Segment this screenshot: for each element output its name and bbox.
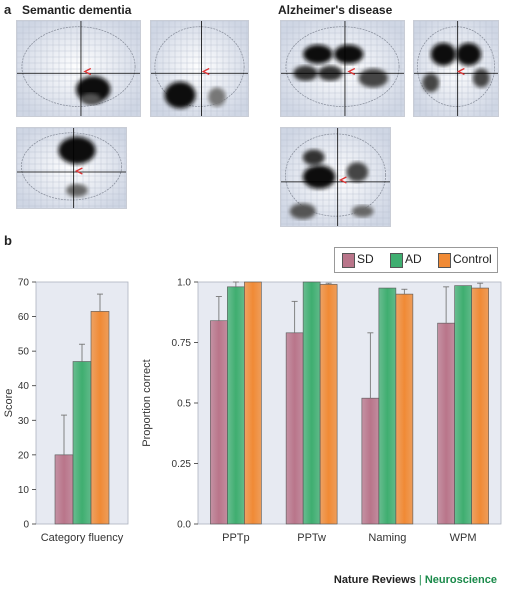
ad-brain-axial-outline xyxy=(284,133,387,217)
ad-brain-axial-activation xyxy=(302,149,325,166)
ad-brain-sagittal xyxy=(280,20,405,117)
ad-brain-axial-activation xyxy=(302,165,336,189)
legend-label-control: Control xyxy=(453,252,492,266)
footer-separator: | xyxy=(418,574,422,586)
chart1-bar-ad xyxy=(72,361,92,525)
ad-brain-axial xyxy=(280,127,391,227)
legend: SD AD Control xyxy=(334,247,498,273)
chart2-bar-ad xyxy=(227,286,245,525)
panel-b-label: b xyxy=(4,233,12,248)
ad-brain-coronal-activation xyxy=(472,68,490,88)
sd-brain-coronal-activation xyxy=(164,81,196,109)
chart2-bar-control xyxy=(319,284,338,525)
ad-brain-axial-activation xyxy=(351,205,374,218)
chart1-bar-sd xyxy=(54,454,74,525)
ad-brain-axial-activation xyxy=(289,203,316,220)
ad-brain-coronal-activation xyxy=(430,42,456,66)
sd-brain-coronal xyxy=(150,20,249,117)
panel-a-label: a xyxy=(4,2,12,17)
ad-brain-coronal-activation xyxy=(422,73,440,93)
chart2-bar-sd xyxy=(437,322,455,525)
chart1-xtick-label: Category fluency xyxy=(41,532,124,544)
chart1-ytick-label: 50 xyxy=(18,347,30,358)
ad-brain-sagittal-activation xyxy=(333,44,364,64)
sd-brain-coronal-outline xyxy=(154,26,245,107)
chart1-ytick-label: 0 xyxy=(23,520,29,531)
chart2-bar-ad xyxy=(378,287,397,525)
chart2-ytick-label: 0.75 xyxy=(172,338,192,349)
ad-brain-sagittal-marker-arrow xyxy=(347,67,356,76)
legend-swatch-ad xyxy=(390,253,403,268)
sd-brain-axial-marker-arrow xyxy=(74,167,83,175)
chart1-ytick-label: 20 xyxy=(18,450,30,461)
chart1-ytick-label: 10 xyxy=(18,485,30,496)
sd-brain-axial-activation xyxy=(58,136,96,164)
sd-brain-axial-activation xyxy=(66,184,88,197)
legend-swatch-control xyxy=(438,253,451,268)
chart-proportion-correct: 0.0 0.25 0.5 0.75 1.0 Proportion correct PPTp P… xyxy=(141,278,502,544)
legend-label-ad: AD xyxy=(405,252,422,266)
sd-title: Semantic dementia xyxy=(22,3,132,17)
chart2-bar-control xyxy=(244,281,262,525)
chart1-ytick-label: 60 xyxy=(18,312,30,323)
chart1-ytick-label: 40 xyxy=(18,381,30,392)
chart2-bar-sd xyxy=(361,397,380,525)
sd-brain-sagittal xyxy=(16,20,141,117)
chart2-bar-ad xyxy=(302,281,321,525)
chart1-bar-control xyxy=(90,311,110,525)
legend-label-sd: SD xyxy=(357,252,374,266)
footer: Nature Reviews | Neuroscience xyxy=(334,574,497,586)
legend-swatch-sd xyxy=(342,253,355,268)
chart2-bar-control xyxy=(395,293,414,525)
chart2-xtick-label: PPTw xyxy=(297,532,326,544)
chart1-ylabel: Score xyxy=(3,389,15,418)
ad-brain-sagittal-activation xyxy=(303,44,333,64)
sd-brain-coronal-activation xyxy=(208,87,226,107)
sd-brain-sagittal-marker-arrow xyxy=(83,67,92,76)
sd-brain-axial xyxy=(16,127,127,209)
ad-brain-sagittal-activation xyxy=(358,68,389,88)
footer-journal: Nature Reviews xyxy=(333,574,416,586)
chart1-ytick-label: 30 xyxy=(18,416,30,427)
chart1-ytick-label: 70 xyxy=(18,278,30,289)
chart2-bar-sd xyxy=(285,332,304,525)
chart2-ytick-label: 1.0 xyxy=(177,278,191,289)
chart2-xtick-label: Naming xyxy=(368,532,406,544)
ad-brain-axial-marker-arrow xyxy=(338,176,347,184)
ad-brain-coronal-marker-arrow xyxy=(456,67,465,76)
sd-brain-sagittal-outline xyxy=(21,26,136,107)
ad-title: Alzheimer's disease xyxy=(278,3,393,17)
footer-section: Neuroscience xyxy=(424,574,497,586)
sd-brain-sagittal-activation xyxy=(80,93,101,105)
sd-brain-axial-outline xyxy=(20,132,123,201)
sd-brain-coronal-marker-arrow xyxy=(201,67,210,76)
chart2-ytick-label: 0.5 xyxy=(177,399,191,410)
chart2-bar-ad xyxy=(454,285,472,525)
chart2-bar-sd xyxy=(210,320,228,525)
chart2-xtick-label: WPM xyxy=(450,532,477,544)
chart2-ytick-label: 0.0 xyxy=(177,520,191,531)
chart2-ylabel: Proportion correct xyxy=(141,359,153,446)
ad-brain-coronal-activation xyxy=(456,42,482,66)
chart-category-fluency: 0 10 20 30 40 50 60 70 Score Category fluency xyxy=(3,278,129,544)
chart2-ytick-label: 0.25 xyxy=(172,459,192,470)
chart2-bar-control xyxy=(471,287,489,525)
ad-brain-coronal xyxy=(413,20,499,117)
ad-brain-axial-activation xyxy=(346,162,369,182)
chart2-xtick-label: PPTp xyxy=(222,532,250,544)
ad-brain-sagittal-outline xyxy=(285,26,400,107)
ad-brain-coronal-outline xyxy=(416,26,496,107)
